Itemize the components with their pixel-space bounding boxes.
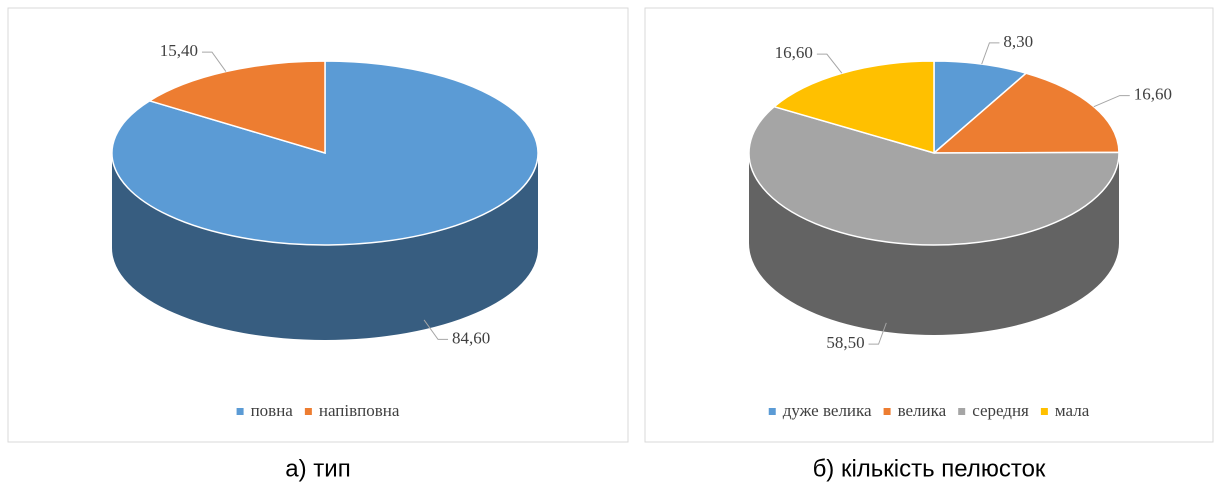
caption: б) кількість пелюсток (813, 455, 1046, 482)
pie-side (749, 153, 1119, 335)
leader-line (201, 51, 227, 72)
legend-swatch (236, 408, 244, 415)
leader-line (868, 322, 887, 345)
pie-slice (748, 105, 1120, 246)
legend-swatch (1040, 408, 1048, 415)
legend-swatch (958, 408, 966, 415)
legend-swatch (768, 408, 776, 415)
data-label: 58,50 (826, 333, 864, 352)
data-label: 16,60 (1134, 84, 1172, 103)
legend-swatch (304, 408, 312, 415)
leader-line (1093, 95, 1130, 108)
leader-line (423, 319, 449, 340)
pie-side (112, 153, 538, 340)
leader-line (816, 53, 843, 74)
pie-slice (933, 60, 1028, 155)
pie-slice (147, 60, 326, 155)
legend-label: мала (1055, 401, 1090, 420)
data-label: 84,60 (452, 328, 490, 347)
data-label: 15,40 (160, 41, 198, 60)
legend-label: середня (972, 401, 1029, 420)
legend-label: повна (251, 401, 294, 420)
legend-label: напівповна (319, 401, 400, 420)
legend-label: велика (898, 401, 947, 420)
data-label: 8,30 (1003, 32, 1033, 51)
legend-swatch (883, 408, 891, 415)
legend-label: дуже велика (783, 401, 872, 420)
data-label: 16,60 (775, 43, 813, 62)
leader-line (981, 42, 1000, 65)
caption: а) тип (285, 455, 350, 482)
